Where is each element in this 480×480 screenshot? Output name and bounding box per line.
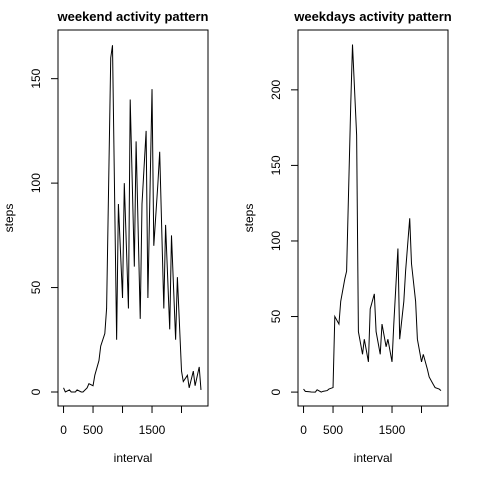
chart-title: weekdays activity pattern [293,9,452,24]
y-tick-label: 150 [29,68,43,88]
x-axis-label: interval [354,451,393,465]
y-tick-label: 0 [29,388,43,395]
y-tick-label: 100 [269,231,283,251]
y-axis-label: steps [2,204,16,233]
x-tick-label: 500 [323,423,343,437]
x-tick-label: 0 [300,423,307,437]
x-tick-label: 0 [60,423,67,437]
y-tick-label: 100 [29,173,43,193]
y-tick-label: 150 [269,155,283,175]
plot-box [297,29,449,407]
x-tick-label: 1500 [139,423,166,437]
x-tick-label: 1500 [379,423,406,437]
y-axis-label: steps [242,204,256,233]
data-line [303,44,442,393]
data-line [63,45,202,393]
y-tick-label: 50 [29,281,43,295]
x-axis-label: interval [114,451,153,465]
y-tick-label: 0 [269,388,283,395]
y-tick-label: 200 [269,80,283,100]
chart-title: weekend activity pattern [57,9,209,24]
x-tick-label: 500 [83,423,103,437]
y-tick-label: 50 [269,310,283,324]
